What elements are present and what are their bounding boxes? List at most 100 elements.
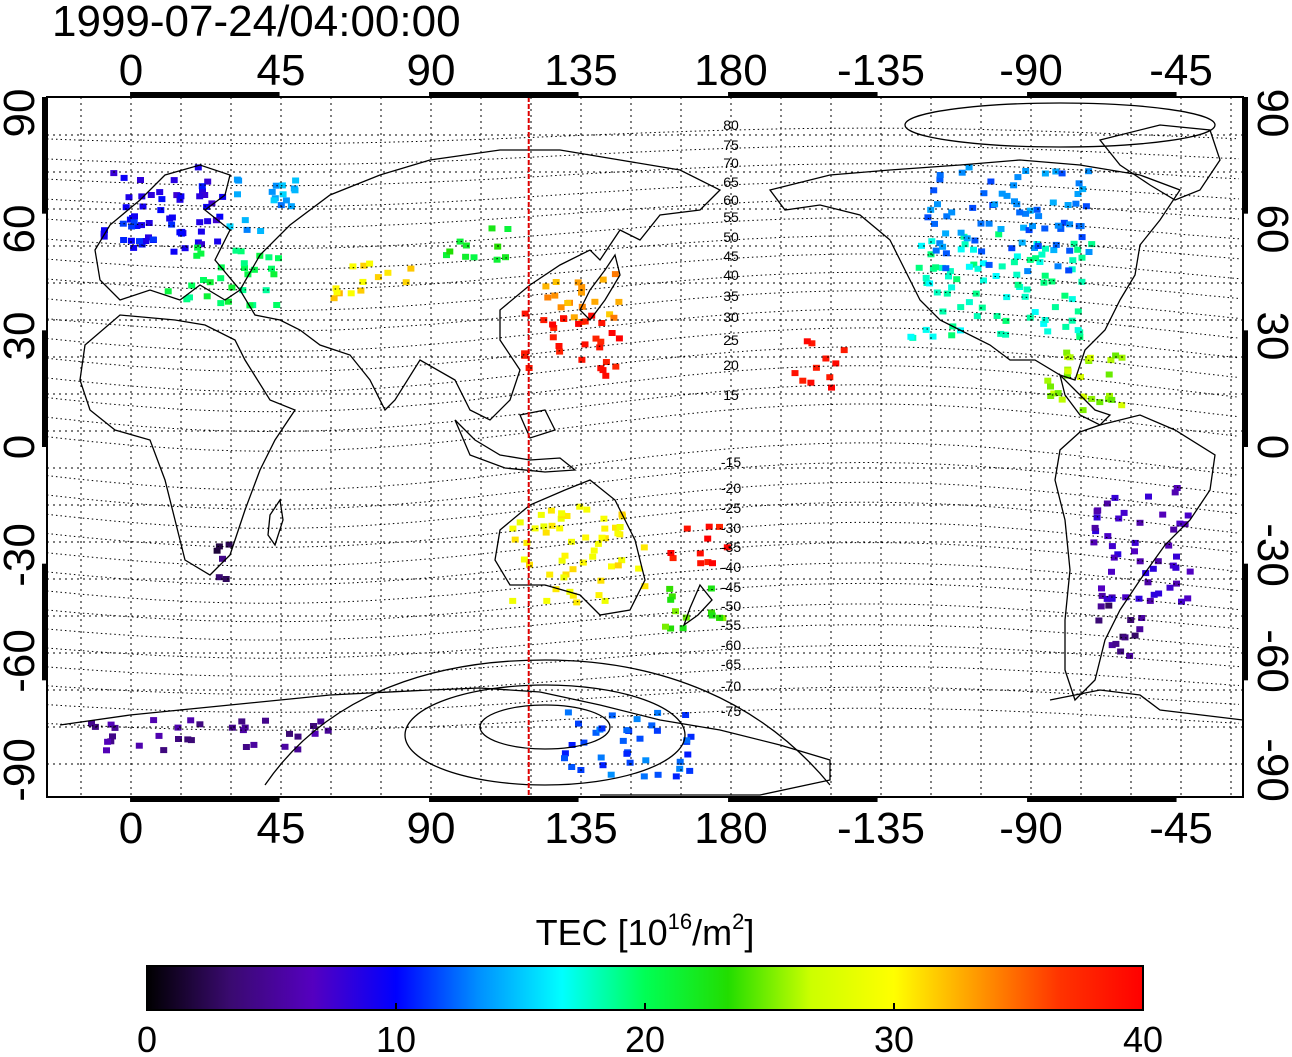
tec-cell bbox=[215, 574, 223, 581]
tec-cell bbox=[1135, 595, 1143, 602]
tec-cell bbox=[696, 550, 704, 557]
tec-cell bbox=[683, 737, 691, 744]
tec-cell bbox=[170, 177, 178, 184]
tec-cell bbox=[590, 547, 598, 554]
tec-cell bbox=[242, 744, 250, 750]
tec-cell bbox=[1080, 393, 1088, 400]
tec-cell bbox=[679, 625, 687, 632]
tec-cell bbox=[1022, 210, 1030, 217]
tec-cell bbox=[1074, 308, 1082, 315]
tec-cell bbox=[187, 717, 195, 724]
tec-cell bbox=[250, 266, 258, 273]
tec-cell bbox=[1031, 309, 1039, 315]
magnetic-latitude-contour bbox=[47, 384, 1240, 432]
tec-cell bbox=[948, 209, 956, 216]
tec-cell bbox=[936, 240, 944, 247]
tec-cell bbox=[516, 519, 524, 526]
south-magnetic-contour-arc bbox=[264, 659, 831, 786]
right-lat-label: -90 bbox=[1248, 738, 1292, 802]
coastlines bbox=[59, 124, 1243, 796]
tec-cell bbox=[540, 523, 548, 530]
tec-cell bbox=[669, 555, 677, 562]
tec-cell bbox=[574, 279, 582, 286]
tec-cell bbox=[1047, 393, 1055, 399]
tec-cell bbox=[287, 203, 295, 210]
tec-cell bbox=[965, 263, 973, 270]
contour-label: 80 bbox=[723, 117, 739, 133]
tec-cell bbox=[1020, 224, 1028, 231]
tec-cell bbox=[591, 298, 599, 305]
magnetic-latitude-contour bbox=[47, 145, 1240, 166]
tec-cell bbox=[997, 330, 1005, 337]
map-plot-area: 80 75 70 65 60 55 50 45 40 35 30 25 20 1… bbox=[42, 92, 1248, 802]
tec-cell bbox=[561, 755, 568, 762]
tec-cell bbox=[608, 330, 616, 336]
tec-cell bbox=[953, 276, 961, 283]
tec-cell bbox=[1062, 323, 1070, 330]
tec-cell bbox=[1047, 383, 1054, 390]
tec-cell bbox=[1057, 225, 1065, 232]
contour-label: -30 bbox=[721, 520, 741, 536]
tec-cell bbox=[511, 536, 519, 543]
tec-cell bbox=[241, 217, 249, 224]
tec-cell bbox=[1021, 293, 1029, 300]
north-magnetic-pole-contour bbox=[904, 102, 1216, 148]
tec-cell bbox=[1110, 554, 1118, 561]
tec-cell bbox=[384, 269, 392, 276]
tec-cell bbox=[615, 298, 623, 305]
tec-cell bbox=[160, 747, 168, 754]
tec-cell bbox=[957, 304, 965, 311]
tec-cell bbox=[973, 313, 981, 320]
tec-cell bbox=[122, 204, 130, 211]
tec-cell bbox=[228, 724, 236, 731]
contour-label: 55 bbox=[723, 209, 739, 225]
tec-cell bbox=[1095, 617, 1103, 624]
tec-cell bbox=[970, 246, 977, 253]
tec-cell bbox=[203, 203, 211, 210]
colorbar-gradient bbox=[146, 965, 1144, 1011]
bottom-lon-label: 90 bbox=[407, 804, 456, 853]
tec-cell bbox=[470, 254, 478, 261]
tec-cell bbox=[1074, 191, 1082, 197]
colorbar: TEC [1016/m2] 0 10 20 30 40 bbox=[137, 909, 1163, 1057]
tec-cell bbox=[601, 525, 609, 532]
tec-cell bbox=[100, 233, 108, 240]
tec-cell bbox=[176, 196, 184, 203]
tec-cell bbox=[588, 312, 596, 319]
tec-cell bbox=[282, 197, 290, 204]
tec-cell bbox=[145, 220, 153, 226]
tec-cell bbox=[317, 718, 325, 725]
tec-cell bbox=[1111, 494, 1119, 501]
tec-cell bbox=[599, 276, 607, 283]
tec-cell bbox=[130, 219, 138, 226]
colorbar-tick-label: 30 bbox=[874, 1019, 914, 1057]
tec-cell bbox=[265, 254, 273, 261]
tec-cell bbox=[615, 335, 623, 342]
tec-cell bbox=[723, 544, 731, 551]
tec-cell bbox=[244, 271, 252, 278]
tec-cell bbox=[1078, 234, 1086, 241]
tec-cell bbox=[667, 625, 675, 632]
tec-cell bbox=[347, 290, 355, 297]
tec-cell bbox=[186, 294, 193, 301]
tec-cell bbox=[1173, 553, 1180, 560]
tec-cell bbox=[357, 287, 365, 294]
tec-cell bbox=[978, 304, 986, 311]
colorbar-ticks bbox=[395, 1003, 895, 1010]
tec-cell bbox=[697, 560, 705, 567]
tec-cell bbox=[558, 510, 566, 517]
tec-cell bbox=[687, 733, 695, 740]
coastline-australia bbox=[494, 479, 646, 616]
tec-cell bbox=[1061, 292, 1069, 299]
tec-cell bbox=[601, 597, 609, 604]
tec-cell bbox=[142, 238, 150, 244]
tec-cell bbox=[934, 201, 941, 208]
tec-cell bbox=[107, 721, 115, 728]
frame-bar bbox=[42, 330, 47, 447]
tec-cell bbox=[1026, 207, 1034, 214]
tec-cell bbox=[662, 623, 669, 630]
tec-cell bbox=[175, 736, 182, 742]
tec-cell bbox=[1098, 585, 1105, 592]
colorbar-title-exp2: 2 bbox=[732, 909, 744, 934]
tec-cell bbox=[991, 201, 999, 208]
